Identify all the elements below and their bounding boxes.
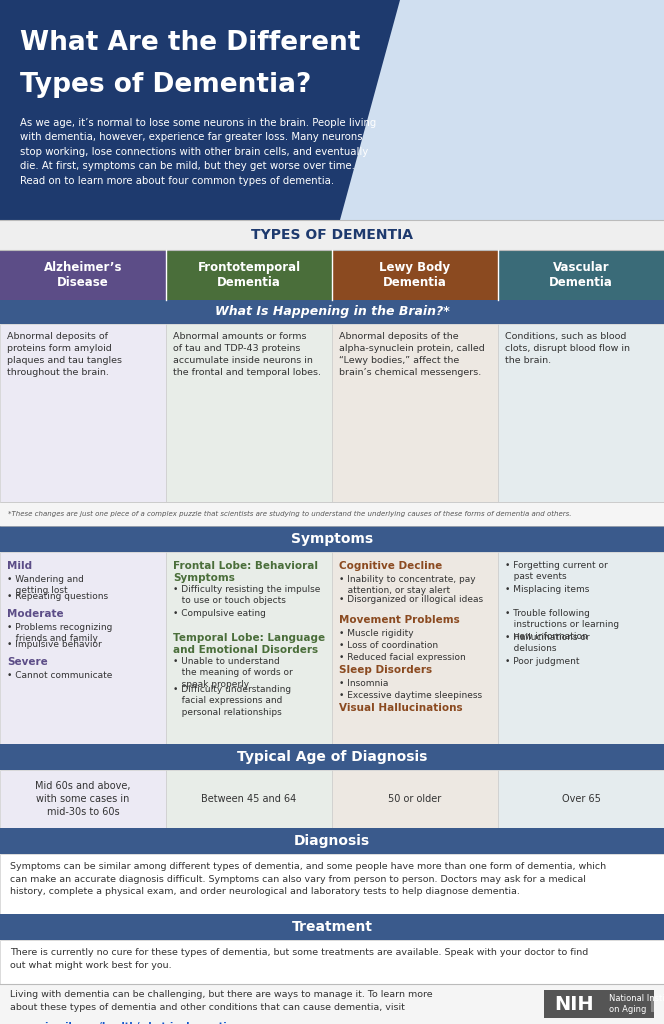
Text: TYPES OF DEMENTIA: TYPES OF DEMENTIA [251,228,413,242]
Text: Frontal Lobe: Behavioral
Symptoms: Frontal Lobe: Behavioral Symptoms [173,561,318,583]
Text: National Institute
on Aging: National Institute on Aging [609,994,664,1014]
Text: 50 or older: 50 or older [388,794,442,804]
Text: Typical Age of Diagnosis: Typical Age of Diagnosis [237,750,427,764]
Text: Mid 60s and above,
with some cases in
mid-30s to 60s: Mid 60s and above, with some cases in mi… [35,780,131,817]
Bar [498,552,664,744]
Bar [498,324,664,502]
Text: Treatment: Treatment [291,920,373,934]
Bar [166,324,332,502]
Text: • Muscle rigidity: • Muscle rigidity [339,629,414,638]
Text: • Excessive daytime sleepiness: • Excessive daytime sleepiness [339,691,482,700]
Text: Mild: Mild [7,561,32,571]
Text: • Compulsive eating: • Compulsive eating [173,609,266,618]
Text: • Trouble following
   instructions or learning
   new information: • Trouble following instructions or lear… [505,609,619,641]
Bar [0,300,664,324]
Bar [0,250,166,300]
Text: There is currently no cure for these types of dementia, but some treatments are : There is currently no cure for these typ… [10,948,588,970]
Text: • Insomnia: • Insomnia [339,679,388,688]
Text: www.nia.nih.gov/health/what-is-dementia.: www.nia.nih.gov/health/what-is-dementia. [10,1022,238,1024]
Bar [332,552,498,744]
Text: Symptoms: Symptoms [291,532,373,546]
Text: Conditions, such as blood
clots, disrupt blood flow in
the brain.: Conditions, such as blood clots, disrupt… [505,332,630,366]
Text: Abnormal deposits of the
alpha-synuclein protein, called
“Lewy bodies,” affect t: Abnormal deposits of the alpha-synuclein… [339,332,485,378]
Text: Moderate: Moderate [7,609,64,618]
Text: • Impulsive behavior: • Impulsive behavior [7,640,102,649]
Bar [0,324,166,502]
Text: Types of Dementia?: Types of Dementia? [20,72,311,98]
Text: Lewy Body
Dementia: Lewy Body Dementia [379,261,451,289]
Text: • Cannot communicate: • Cannot communicate [7,671,112,680]
Text: • Repeating questions: • Repeating questions [7,592,108,601]
Text: Vascular
Dementia: Vascular Dementia [549,261,613,289]
Text: Diagnosis: Diagnosis [294,834,370,848]
Text: • Problems recognizing
   friends and family: • Problems recognizing friends and famil… [7,623,112,643]
Text: • Hallucinations or
   delusions: • Hallucinations or delusions [505,633,590,653]
Text: Severe: Severe [7,657,48,667]
Text: *These changes are just one piece of a complex puzzle that scientists are studyi: *These changes are just one piece of a c… [8,511,572,517]
Text: As we age, it’s normal to lose some neurons in the brain. People living
with dem: As we age, it’s normal to lose some neur… [20,118,376,185]
Bar [498,770,664,828]
Text: • Forgetting current or
   past events: • Forgetting current or past events [505,561,608,582]
Text: Abnormal deposits of
proteins form amyloid
plaques and tau tangles
throughout th: Abnormal deposits of proteins form amylo… [7,332,122,378]
Text: • Poor judgment: • Poor judgment [505,657,580,666]
Text: • Misplacing items: • Misplacing items [505,585,590,594]
Bar [166,770,332,828]
Text: • Inability to concentrate, pay
   attention, or stay alert: • Inability to concentrate, pay attentio… [339,575,475,595]
Bar [0,770,166,828]
Bar [544,990,654,1018]
Text: What Is Happening in the Brain?*: What Is Happening in the Brain?* [214,305,450,318]
Bar [0,828,664,854]
Text: Between 45 and 64: Between 45 and 64 [201,794,297,804]
Text: • Disorganized or illogical ideas: • Disorganized or illogical ideas [339,595,483,604]
Text: Alzheimer’s
Disease: Alzheimer’s Disease [44,261,122,289]
Text: • Difficulty resisting the impulse
   to use or touch objects: • Difficulty resisting the impulse to us… [173,585,320,605]
Bar [498,250,664,300]
Polygon shape [0,0,400,220]
Bar [330,0,664,220]
Text: Frontotemporal
Dementia: Frontotemporal Dementia [197,261,301,289]
Text: • Difficulty understanding
   facial expressions and
   personal relationships: • Difficulty understanding facial expres… [173,685,291,717]
Text: Abnormal amounts or forms
of tau and TDP-43 proteins
accumulate inside neurons i: Abnormal amounts or forms of tau and TDP… [173,332,321,378]
Bar [332,324,498,502]
Bar [651,996,654,1012]
Bar [0,526,664,552]
Text: • Loss of coordination: • Loss of coordination [339,641,438,650]
Bar [0,502,664,526]
Text: What Are the Different: What Are the Different [20,30,361,56]
Bar [332,770,498,828]
Bar [0,744,664,770]
Bar [166,552,332,744]
Text: Cognitive Decline: Cognitive Decline [339,561,442,571]
Text: • Unable to understand
   the meaning of words or
   speak properly: • Unable to understand the meaning of wo… [173,657,293,689]
Text: Temporal Lobe: Language
and Emotional Disorders: Temporal Lobe: Language and Emotional Di… [173,633,325,654]
Text: Movement Problems: Movement Problems [339,615,459,625]
Bar [0,940,664,984]
Bar [332,250,498,300]
Text: NIH: NIH [554,994,594,1014]
Bar [0,914,664,940]
Text: Visual Hallucinations: Visual Hallucinations [339,703,463,713]
Text: Sleep Disorders: Sleep Disorders [339,665,432,675]
Text: Over 65: Over 65 [562,794,600,804]
Text: • Reduced facial expression: • Reduced facial expression [339,653,465,662]
Text: Living with dementia can be challenging, but there are ways to manage it. To lea: Living with dementia can be challenging,… [10,990,433,1024]
Bar [0,220,664,250]
Bar [166,250,332,300]
Text: Symptoms can be similar among different types of dementia, and some people have : Symptoms can be similar among different … [10,862,606,896]
Bar [0,0,664,220]
Bar [0,984,664,1024]
Bar [0,552,166,744]
Text: • Wandering and
   getting lost: • Wandering and getting lost [7,575,84,595]
Bar [0,854,664,914]
